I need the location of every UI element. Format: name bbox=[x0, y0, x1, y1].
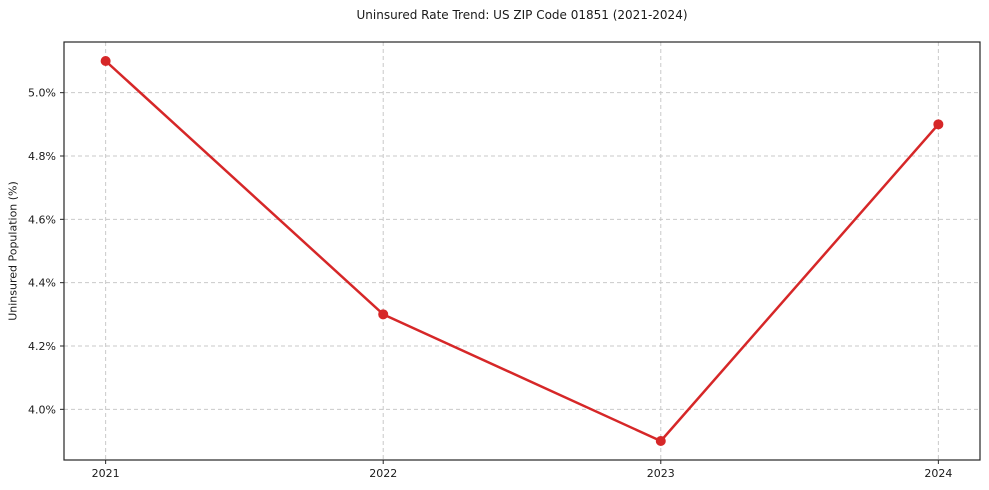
x-tick-label: 2023 bbox=[647, 467, 675, 480]
y-tick-label: 4.0% bbox=[28, 403, 56, 416]
y-tick-label: 5.0% bbox=[28, 87, 56, 100]
y-tick-label: 4.8% bbox=[28, 150, 56, 163]
y-tick-label: 4.2% bbox=[28, 340, 56, 353]
chart-title: Uninsured Rate Trend: US ZIP Code 01851 … bbox=[356, 8, 688, 22]
data-point bbox=[655, 436, 666, 446]
x-tick-label: 2022 bbox=[369, 467, 397, 480]
data-point bbox=[100, 56, 111, 66]
x-tick-label: 2021 bbox=[92, 467, 120, 480]
trend-line bbox=[104, 59, 940, 443]
data-point bbox=[933, 119, 944, 130]
plot-border bbox=[63, 41, 981, 461]
x-tick-label: 2024 bbox=[924, 467, 952, 480]
data-point bbox=[378, 309, 389, 320]
y-tick-label: 4.4% bbox=[28, 277, 56, 290]
y-tick-label: 4.6% bbox=[28, 213, 56, 226]
